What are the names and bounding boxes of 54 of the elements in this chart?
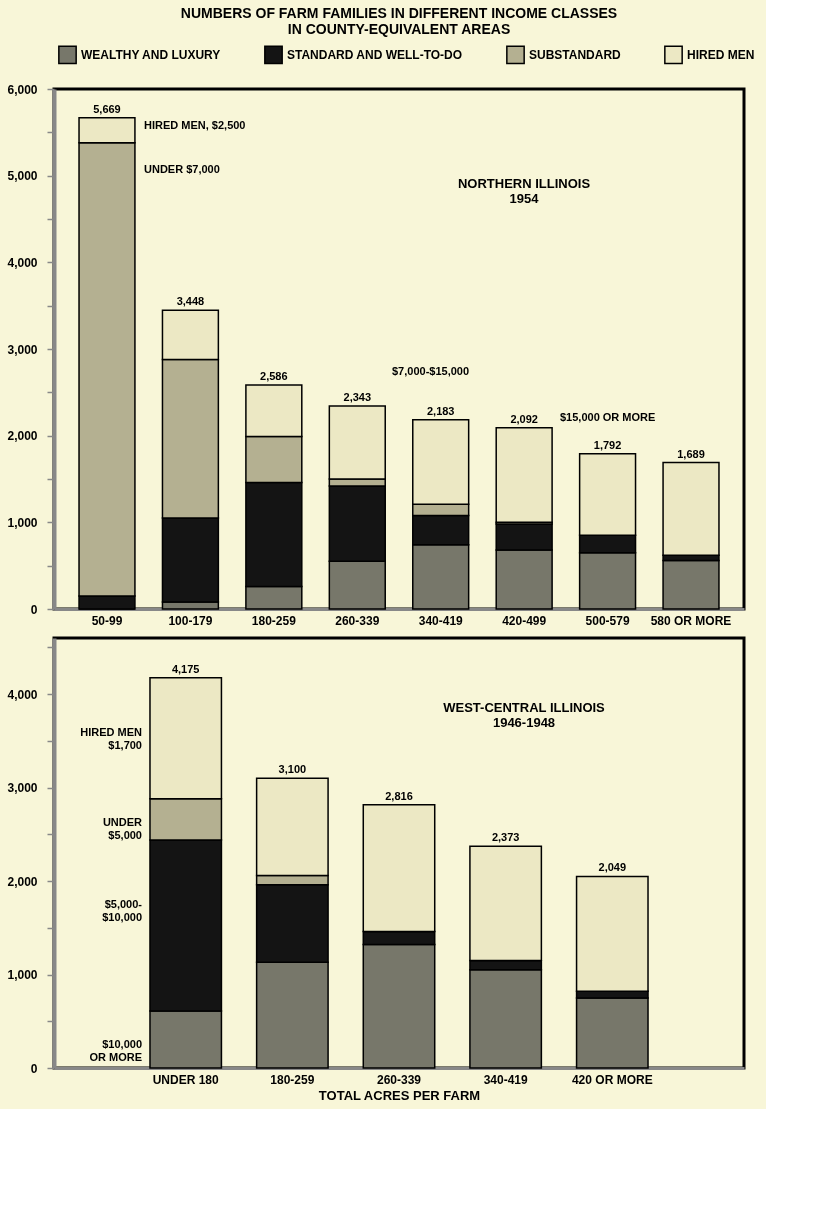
total-label: 2,092 [510,412,538,425]
total-label: 2,816 [385,789,413,802]
x-tick-label: 180-259 [251,613,297,628]
total-label: 1,792 [593,438,622,451]
y-tick-label: 5,000 [7,169,38,184]
total-label: 3,448 [176,295,205,308]
y-tick-label: 3,000 [7,781,38,796]
annotation: $5,000- $10,000 [102,898,143,923]
total-label: 2,049 [598,861,627,874]
chart-title: NUMBERS OF FARM FAMILIES IN DIFFERENT INCOME CLASSES IN COUNTY-EQUIVALENT AREAS [180,5,618,37]
x-tick-label: 260-339 [376,1072,422,1087]
total-label: 5,669 [93,102,121,115]
text: WEST-CENTRAL ILLINOIS 1946-1948 [443,700,606,730]
legend-label: WEALTHY AND LUXURY [81,47,221,62]
annotation: UNDER $7,000 [144,163,220,175]
total-label: 3,100 [278,763,307,776]
legend-label: STANDARD AND WELL-TO-DO [287,47,463,62]
x-tick-label: 340-419 [483,1072,528,1087]
x-tick-label: 260-339 [335,613,380,628]
y-tick-label: 1,000 [7,968,38,983]
y-tick-label: 1,000 [7,515,38,530]
total-label: 2,373 [491,831,520,844]
x-axis-title: TOTAL ACRES PER FARM [318,1087,481,1103]
x-tick-label: 180-259 [270,1072,315,1087]
x-tick-label: 500-579 [585,613,630,628]
legend-label: HIRED MEN [687,47,755,62]
annotation: $10,000 OR MORE [89,1038,142,1063]
y-tick-label: 3,000 [7,342,38,357]
total-label: 2,586 [260,369,288,382]
x-tick-label: 580 OR MORE [650,613,732,628]
total-label: 4,175 [171,662,200,675]
x-tick-label: 420 OR MORE [571,1072,653,1087]
y-tick-label: 0 [30,1061,38,1076]
text: NORTHERN ILLINOIS 1954 [457,176,591,206]
y-tick-label: 0 [30,602,38,617]
x-tick-label: UNDER 180 [152,1072,220,1087]
annotation: HIRED MEN $1,700 [80,726,143,751]
total-label: 2,183 [426,404,455,417]
x-tick-label: 420-499 [502,613,547,628]
annotation: $7,000-$15,000 [392,365,470,377]
annotation: HIRED MEN, $2,500 [144,119,246,131]
legend-label: SUBSTANDARD [529,47,622,62]
y-tick-label: 2,000 [7,429,38,444]
annotation: $15,000 OR MORE [560,411,656,423]
y-tick-label: 6,000 [7,82,38,97]
annotation: UNDER $5,000 [102,816,143,841]
x-tick-label: 340-419 [418,613,464,628]
y-tick-label: 4,000 [7,687,38,702]
x-tick-label: 100-179 [168,613,213,628]
total-label: 2,343 [343,390,372,403]
x-tick-label: 50-99 [91,613,123,628]
total-label: 1,689 [677,447,705,460]
y-tick-label: 2,000 [7,874,38,889]
y-tick-label: 4,000 [7,255,38,270]
